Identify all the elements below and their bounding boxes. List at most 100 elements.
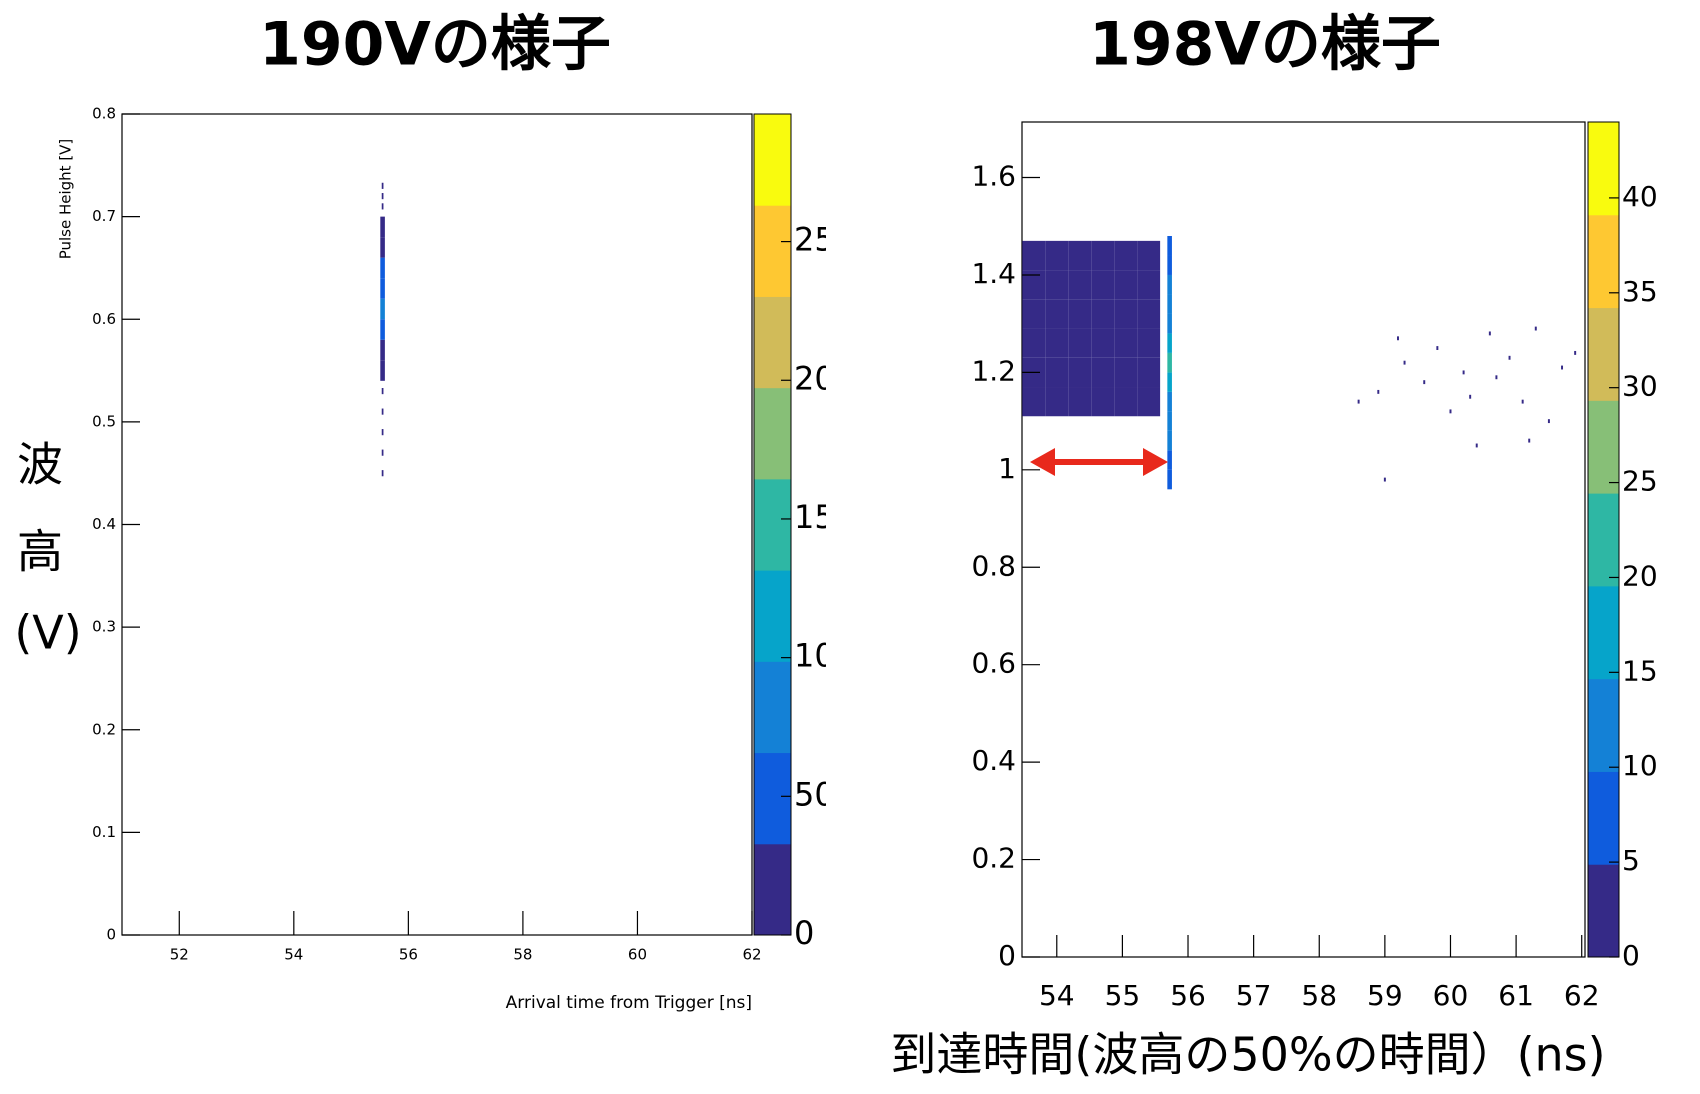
cell [380, 237, 385, 258]
cell [1167, 235, 1172, 256]
cell [1045, 357, 1069, 388]
cell [381, 388, 384, 395]
y-tick-label: 1.6 [971, 160, 1016, 193]
z-tick-label: 15 [1622, 654, 1658, 687]
z-tick-label: 40 [1622, 180, 1658, 213]
y-tick-label: 0.8 [92, 105, 116, 123]
cell [1022, 387, 1046, 417]
cell [380, 257, 385, 279]
cell [1167, 255, 1172, 275]
plot-frame [121, 113, 753, 936]
cell [1137, 357, 1161, 388]
cell [1167, 333, 1172, 353]
cell [1167, 411, 1172, 431]
z-tick-label: 50 [794, 775, 835, 813]
x-tick-label: 58 [1301, 979, 1337, 1012]
x-tick-label: 62 [742, 946, 761, 964]
z-tick-label: 30 [1622, 370, 1658, 403]
colorbar-band [754, 114, 791, 206]
cell [1167, 313, 1172, 334]
overlay-x-label: 到達時間(波高の50%の時間）(ns) [890, 1028, 1605, 1082]
colorbar-frame [1587, 121, 1620, 958]
z-tick-label: 0 [794, 914, 814, 952]
cell [1488, 331, 1491, 336]
y-tick-label: 0.2 [971, 842, 1016, 875]
cell [1045, 328, 1069, 358]
y-tick-label: 0.5 [92, 412, 116, 430]
colorbar-band [1588, 122, 1619, 216]
colorbar-band [754, 478, 791, 571]
cell [1114, 240, 1138, 271]
cell [1508, 355, 1511, 360]
cell [1114, 270, 1138, 300]
chart-title: 190Vの様子 [259, 10, 611, 80]
cell [1068, 357, 1092, 388]
cell [1547, 419, 1550, 424]
y-tick-label: 0.3 [92, 618, 116, 636]
cell [1397, 336, 1399, 341]
cell [1045, 299, 1069, 329]
x-tick-label: 60 [1433, 979, 1469, 1012]
x-tick-label: 62 [1564, 979, 1600, 1012]
cell [1521, 399, 1524, 404]
x-tick-label: 60 [628, 946, 647, 964]
cell [1137, 270, 1161, 300]
colorbar-band [754, 661, 791, 754]
z-tick-label: 150 [794, 498, 855, 536]
y-tick-label: 0 [998, 939, 1016, 972]
cell [1357, 399, 1360, 404]
cell [1469, 394, 1472, 399]
y-tick-label: 0.6 [92, 310, 116, 328]
cell [380, 319, 385, 340]
colorbar-band [754, 752, 791, 845]
cell [1068, 240, 1092, 271]
cell [1137, 299, 1161, 329]
x-tick-label: 54 [284, 946, 303, 964]
cell [1091, 240, 1115, 271]
overlay-y-label: 波 [17, 438, 63, 492]
y-tick-label: 1.2 [971, 354, 1016, 387]
cell [1091, 328, 1115, 358]
range-arrow [1030, 448, 1168, 476]
z-tick-label: 10 [1622, 749, 1658, 782]
cell [1114, 299, 1138, 329]
cell [381, 449, 384, 456]
z-tick-label: 200 [794, 359, 855, 397]
cell [1383, 477, 1386, 482]
cell [380, 278, 385, 299]
z-tick-label: 100 [794, 637, 855, 675]
cell [1167, 372, 1172, 392]
z-tick-label: 5 [1622, 844, 1640, 877]
cell [381, 193, 384, 200]
cell [1137, 328, 1161, 358]
cell [380, 360, 385, 381]
cell [1574, 350, 1577, 355]
colorbar-axis: 0 50 100 150 200 250 [781, 221, 855, 952]
cell [1068, 270, 1092, 300]
x-axis-label: Arrival time from Trigger [ns] [506, 993, 752, 1013]
cell [381, 182, 384, 189]
cell [1045, 270, 1069, 300]
cell [1475, 443, 1478, 448]
cell [380, 339, 385, 361]
cell [1022, 299, 1046, 329]
cell [1091, 299, 1115, 329]
z-tick-label: 35 [1622, 275, 1658, 308]
y-tick-label: 1.4 [971, 257, 1016, 290]
y-tick-label: 0.2 [92, 720, 116, 738]
cell [1137, 387, 1161, 417]
colorbar-band [1588, 400, 1619, 494]
cell [1045, 387, 1069, 417]
cell [1167, 294, 1172, 314]
colorbar-band [1588, 214, 1619, 309]
z-tick-label: 0 [1622, 939, 1640, 972]
cell [1022, 270, 1046, 300]
cell [380, 298, 385, 320]
cell [1091, 357, 1115, 388]
cell [1022, 240, 1046, 271]
colorbar-band [754, 570, 791, 662]
x-tick-label: 56 [399, 946, 418, 964]
y-tick-label: 0.8 [971, 549, 1016, 582]
y-tick-label: 0.4 [971, 744, 1016, 777]
cell [1167, 430, 1172, 451]
